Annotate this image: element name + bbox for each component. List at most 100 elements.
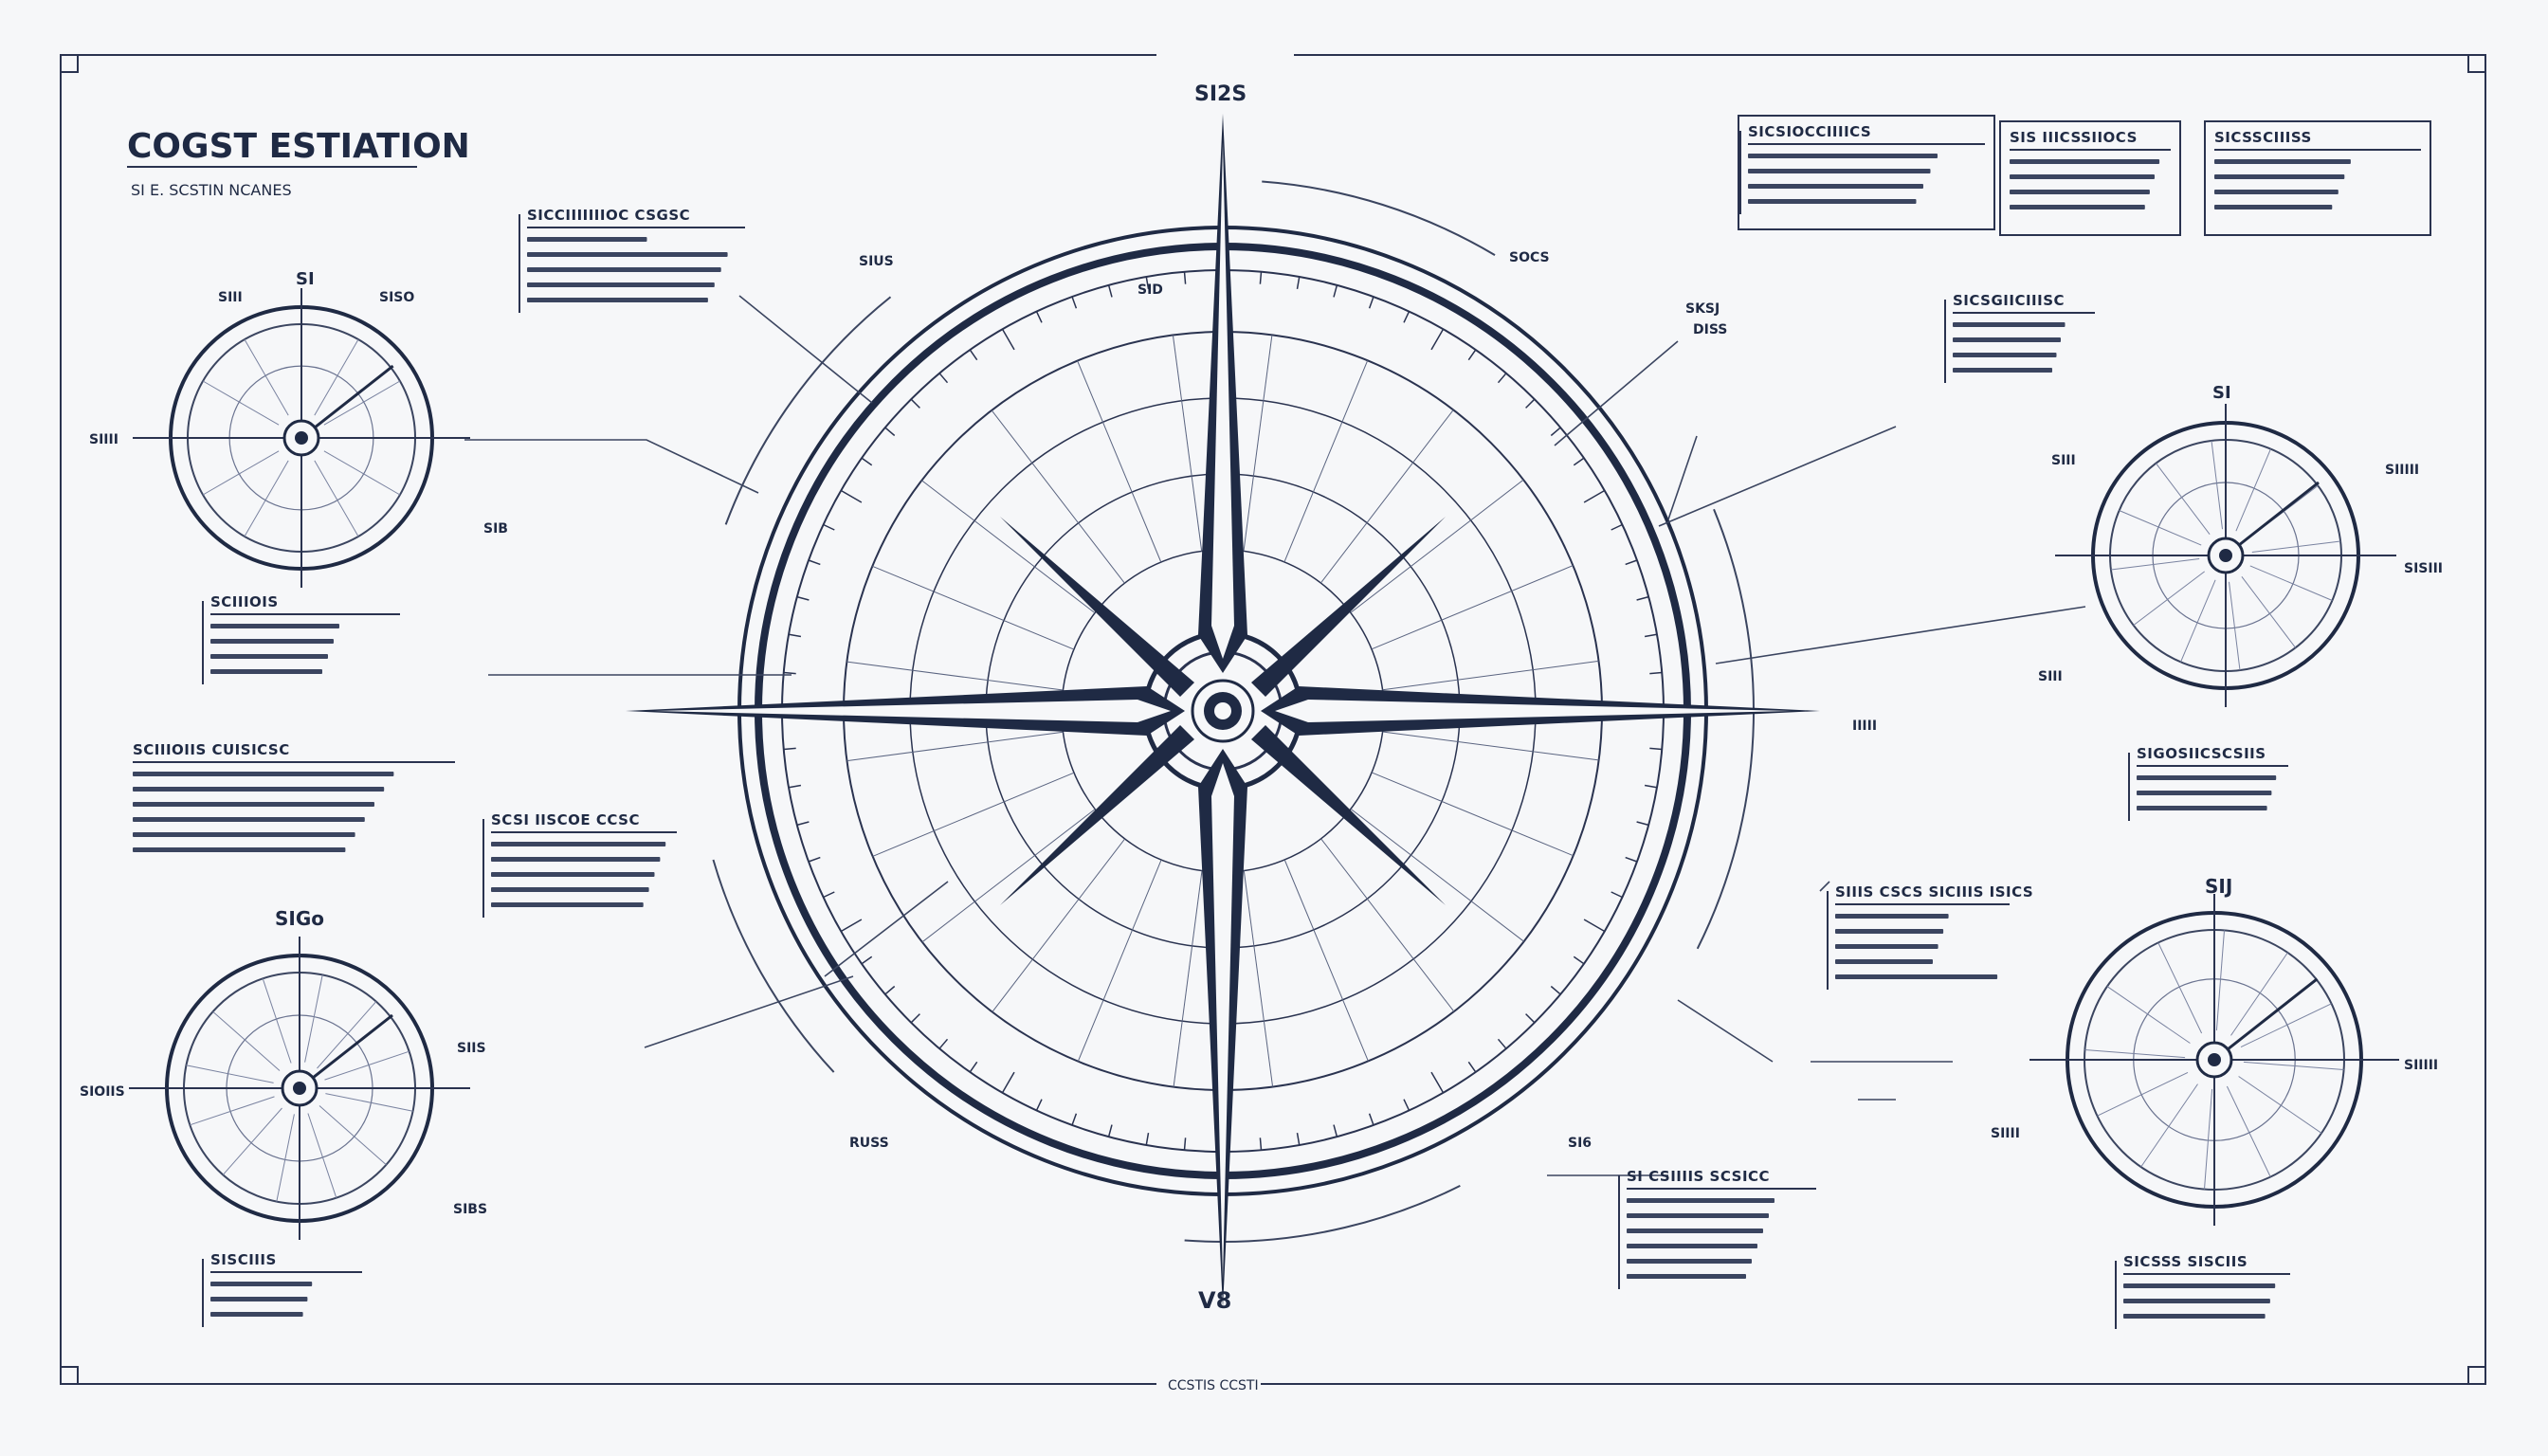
- compass-tick: [1649, 671, 1663, 675]
- compass-spoke: [1172, 335, 1203, 552]
- compass-spoke: [1320, 838, 1455, 1012]
- block-text-line: [2214, 190, 2339, 194]
- dial-spoke: [2241, 575, 2296, 648]
- compass-tick: [1183, 1138, 1187, 1151]
- compass-tick: [1583, 489, 1606, 503]
- compass-star: [626, 114, 1820, 1308]
- block-text-line: [1627, 1274, 1746, 1279]
- compass-tick: [783, 747, 796, 751]
- block-bottom-center-right: SI CSIIIIS SCSICC: [1618, 1168, 1816, 1289]
- compass-tick: [808, 856, 821, 863]
- block-text-line: [527, 298, 708, 302]
- compass-tick: [1611, 891, 1623, 899]
- compass-tick: [1035, 1099, 1043, 1111]
- compass-tick: [1467, 1061, 1477, 1073]
- block-text-line: [210, 639, 334, 644]
- dial-spoke: [2230, 952, 2288, 1036]
- dial-label: SIB: [483, 521, 508, 537]
- compass-tick: [884, 985, 896, 995]
- block-title: SCSI IISCOE CCSC: [491, 811, 640, 828]
- block-text-line: [1953, 353, 2057, 357]
- block-right-lower-1: SIGOSIICSCSIIS: [2128, 745, 2288, 821]
- block-text-line: [1953, 368, 2052, 373]
- dial-label: SIIS: [457, 1041, 486, 1056]
- dial-spoke: [2240, 1003, 2332, 1048]
- compass-tick: [1573, 457, 1585, 466]
- dial-labels: SI SIII SISO SIIII SIB SIGo SIOIIS SIIS …: [80, 269, 2443, 1217]
- dial-spoke: [323, 380, 401, 426]
- dial-hub-center: [295, 431, 308, 445]
- block-title: SICSSS SISCIIS: [2123, 1253, 2248, 1270]
- dial-needle: [300, 364, 394, 440]
- compass-label: SIUS: [859, 254, 894, 269]
- block-text-line: [491, 902, 644, 907]
- compass-tick: [1107, 284, 1113, 298]
- leader-lines: [464, 295, 2086, 1176]
- block-title: SISCIIIS: [210, 1251, 277, 1268]
- block-top-right-3: SICSSCIIISS: [2204, 120, 2431, 236]
- compass-tick: [1259, 271, 1263, 284]
- compass-spoke: [1371, 772, 1574, 857]
- compass-tick: [823, 523, 835, 531]
- block-text-line: [1627, 1244, 1757, 1248]
- dial-spoke: [317, 1001, 377, 1069]
- compass-tick: [861, 956, 873, 965]
- main-compass: [626, 114, 1820, 1308]
- dial-spoke: [2235, 448, 2271, 532]
- block-text-line: [2123, 1283, 2276, 1288]
- compass-tick: [788, 633, 802, 638]
- dial-spoke: [2226, 1085, 2271, 1177]
- dial-hub-center: [2208, 1053, 2221, 1066]
- compass-spoke: [992, 838, 1125, 1012]
- block-text-line: [1835, 914, 1949, 919]
- compass-tick: [796, 595, 810, 601]
- block-text-line: [133, 787, 385, 792]
- compass-bottom-label: V8: [1198, 1287, 1231, 1314]
- dial-spoke: [2215, 930, 2225, 1031]
- dial-label: SIBS: [453, 1202, 487, 1217]
- compass-tick: [1625, 856, 1638, 863]
- dial: [2055, 404, 2396, 707]
- block-text-line: [1953, 322, 2066, 327]
- block-title: SCIIIOIS: [210, 593, 279, 610]
- dial-label: SIII: [2051, 453, 2076, 468]
- compass-tick: [796, 821, 810, 827]
- dial-spoke: [202, 380, 280, 426]
- block-top-center-left: SICCIIIIIIIOC CSGSC: [519, 207, 745, 313]
- dial-title-label: SIJ: [2205, 875, 2232, 898]
- block-text-line: [2137, 775, 2277, 780]
- block-top-right-1: SICSIOCCIIIICS: [1738, 115, 1995, 230]
- compass-tick: [1550, 427, 1561, 437]
- block-title: SICSSCIIISS: [2214, 129, 2312, 146]
- compass-tick: [1403, 1099, 1410, 1111]
- compass-tick: [938, 1038, 949, 1049]
- compass-spoke: [872, 772, 1075, 857]
- block-text-line: [2123, 1299, 2270, 1303]
- compass-tick: [1001, 328, 1015, 351]
- dial-spoke: [186, 1065, 274, 1083]
- dial-hub-center: [2219, 549, 2232, 562]
- compass-tick: [1636, 595, 1649, 601]
- block-top-right-2: SIS IIICSSIIOCS: [1999, 120, 2181, 236]
- block-text-line: [210, 654, 328, 659]
- block-title: SI CSIIIIS SCSICC: [1627, 1168, 1770, 1185]
- block-title: SIS IIICSSIIOCS: [2010, 129, 2138, 146]
- block-text-line: [210, 1297, 308, 1301]
- dial-label: SIIIII: [2385, 463, 2419, 478]
- block-text-line: [1627, 1213, 1769, 1218]
- block-text-line: [133, 817, 365, 822]
- compass-tick: [969, 349, 978, 361]
- compass-tick: [1644, 633, 1658, 638]
- compass-tick: [808, 559, 821, 566]
- block-frame: [2204, 120, 2431, 236]
- dial-spoke: [2106, 986, 2191, 1044]
- dial-spoke: [2119, 510, 2202, 546]
- page-title: COGST ESTIATION: [127, 127, 470, 166]
- dial-label: SISO: [379, 290, 414, 305]
- compass-spoke: [1243, 870, 1274, 1087]
- dial-spoke: [244, 338, 289, 416]
- compass-spoke: [1283, 859, 1369, 1062]
- compass-tick: [1644, 784, 1658, 789]
- dial-spoke: [2204, 1088, 2213, 1190]
- dial-spoke: [304, 974, 323, 1063]
